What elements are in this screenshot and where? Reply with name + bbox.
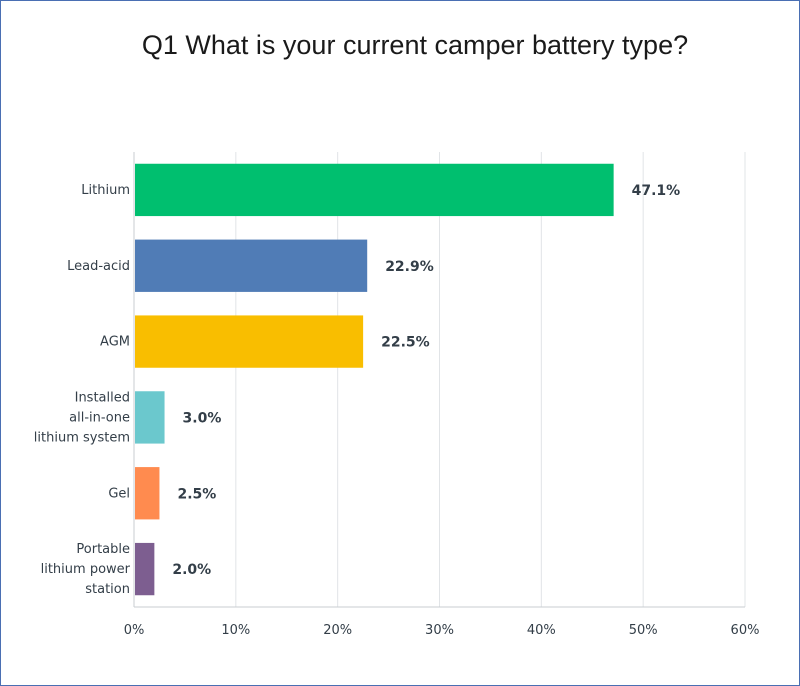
data-label: 47.1% — [632, 183, 681, 199]
category-label: Lead-acid — [67, 259, 130, 274]
category-label: Installed all-in-one lithium system — [34, 390, 130, 445]
x-tick-label: 10% — [221, 623, 250, 638]
category-label: Lithium — [81, 183, 130, 198]
bar — [135, 163, 614, 217]
x-tick-label: 0% — [124, 623, 145, 638]
category-label-line: Installed — [75, 390, 130, 405]
bar — [135, 467, 160, 520]
category-label: Gel — [108, 486, 130, 501]
x-tick-label: 40% — [527, 623, 556, 638]
data-label: 3.0% — [183, 410, 222, 426]
x-tick-label: 20% — [323, 623, 352, 638]
data-label: 22.5% — [381, 335, 430, 351]
data-label: 22.9% — [385, 259, 434, 275]
category-label-line: Gel — [108, 486, 130, 501]
data-label: 2.0% — [172, 562, 211, 578]
category-label-line: lithium power — [41, 562, 131, 577]
category-label: Portable lithium power station — [41, 542, 131, 597]
chart-title: Q1 What is your current camper battery t… — [141, 30, 689, 60]
data-label: 2.5% — [177, 486, 216, 502]
category-label: AGM — [100, 335, 130, 350]
category-label-line: Portable — [76, 542, 130, 557]
category-label-line: station — [85, 582, 130, 597]
x-tick-label: 50% — [629, 623, 658, 638]
category-label-line: Lithium — [81, 183, 130, 198]
category-label-line: AGM — [100, 335, 130, 350]
category-label-line: all-in-one — [69, 410, 130, 425]
category-label-line: lithium system — [34, 430, 130, 445]
bar — [135, 239, 368, 292]
bar — [135, 391, 165, 444]
x-tick-label: 30% — [425, 623, 454, 638]
category-label-line: Lead-acid — [67, 259, 130, 274]
x-tick-label: 60% — [731, 623, 760, 638]
bar — [135, 315, 364, 368]
bar — [135, 542, 155, 596]
